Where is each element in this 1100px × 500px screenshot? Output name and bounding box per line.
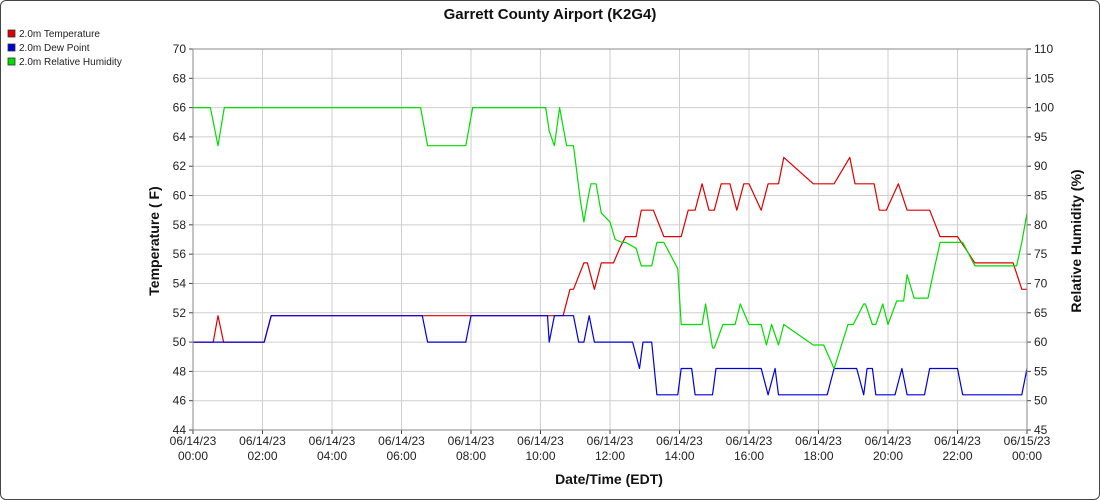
legend: 2.0m Temperature 2.0m Dew Point 2.0m Relat… [7, 29, 122, 68]
x-tick-label-date: 06/14/23 [309, 434, 356, 448]
y-right-tick-label: 50 [1034, 394, 1048, 408]
series-line-2-0m-relative-humidity [193, 106, 1028, 370]
y-left-tick-label: 52 [173, 306, 187, 320]
y-right-tick-label: 100 [1034, 101, 1054, 115]
y-left-tick-label: 58 [173, 218, 187, 232]
x-tick-label-date: 06/14/23 [865, 434, 912, 448]
y-left-tick-label: 50 [173, 335, 187, 349]
x-tick-label-date: 06/14/23 [656, 434, 703, 448]
x-tick-label-date: 06/14/23 [587, 434, 634, 448]
x-tick-label-time: 06:00 [386, 449, 416, 463]
x-tick-label-date: 06/14/23 [378, 434, 425, 448]
y-left-tick-label: 62 [173, 159, 187, 173]
x-tick-label-time: 18:00 [803, 449, 833, 463]
x-tick-label-time: 00:00 [1012, 449, 1042, 463]
y-left-tick-label: 70 [173, 42, 187, 56]
y-right-tick-label: 55 [1034, 364, 1048, 378]
x-tick-label-date: 06/14/23 [517, 434, 564, 448]
y-right-tick-label: 80 [1034, 218, 1048, 232]
legend-swatch-2-0m-relative-humidity [7, 57, 16, 66]
x-tick-label-date: 06/15/23 [1004, 434, 1051, 448]
legend-label-2-0m-relative-humidity: 2.0m Relative Humidity [19, 57, 122, 68]
x-tick-label-date: 06/14/23 [726, 434, 773, 448]
x-tick-label-date: 06/14/23 [448, 434, 495, 448]
y-left-tick-label: 56 [173, 247, 187, 261]
y-axis-right-title: Relative Humidity (%) [1068, 169, 1084, 312]
y-right-tick-label: 90 [1034, 159, 1048, 173]
x-tick-label-time: 08:00 [456, 449, 486, 463]
chart-title: Garrett County Airport (K2G4) [444, 6, 657, 23]
x-tick-label-date: 06/14/23 [239, 434, 286, 448]
y-axis-left-title: Temperature ( F) [146, 186, 162, 295]
x-tick-label-time: 02:00 [247, 449, 277, 463]
grid [192, 48, 1028, 431]
y-left-tick-label: 54 [173, 276, 187, 290]
y-right-tick-label: 95 [1034, 130, 1048, 144]
x-tick-label-time: 04:00 [317, 449, 347, 463]
x-tick-label-time: 16:00 [734, 449, 764, 463]
y-right-tick-label: 65 [1034, 306, 1048, 320]
y-right-tick-label: 75 [1034, 247, 1048, 261]
y-right-tick-label: 45 [1034, 423, 1048, 437]
axes: 44 46 48 50 52 54 56 58 60 62 64 66 68 70 45 50 55 60 65 70… [170, 42, 1055, 463]
series-layer [193, 106, 1028, 396]
legend-label-2-0m-temperature: 2.0m Temperature [19, 29, 100, 40]
y-right-tick-label: 70 [1034, 276, 1048, 290]
legend-swatch-2-0m-dew-point [7, 43, 16, 52]
y-left-tick-label: 60 [173, 189, 187, 203]
x-tick-label-time: 10:00 [525, 449, 555, 463]
y-left-tick-label: 68 [173, 71, 187, 85]
x-tick-label-time: 00:00 [178, 449, 208, 463]
y-left-tick-label: 66 [173, 101, 187, 115]
x-axis-title: Date/Time (EDT) [555, 471, 663, 487]
x-tick-label-time: 12:00 [595, 449, 625, 463]
y-left-tick-label: 48 [173, 364, 187, 378]
x-tick-label-time: 14:00 [664, 449, 694, 463]
y-right-tick-label: 60 [1034, 335, 1048, 349]
x-tick-label-time: 22:00 [942, 449, 972, 463]
x-tick-label-time: 20:00 [873, 449, 903, 463]
y-left-tick-label: 64 [173, 130, 187, 144]
x-tick-label-date: 06/14/23 [934, 434, 981, 448]
legend-label-2-0m-dew-point: 2.0m Dew Point [19, 43, 90, 54]
x-tick-label-date: 06/14/23 [170, 434, 217, 448]
legend-swatch-2-0m-temperature [7, 29, 16, 38]
plot-area-border [192, 48, 1028, 431]
x-tick-label-date: 06/14/23 [795, 434, 842, 448]
y-right-tick-label: 105 [1034, 71, 1054, 85]
y-left-tick-label: 46 [173, 394, 187, 408]
series-line-2-0m-dew-point [193, 315, 1028, 396]
y-right-tick-label: 85 [1034, 189, 1048, 203]
y-right-tick-label: 110 [1034, 42, 1053, 56]
y-left-tick-label: 44 [173, 423, 187, 437]
